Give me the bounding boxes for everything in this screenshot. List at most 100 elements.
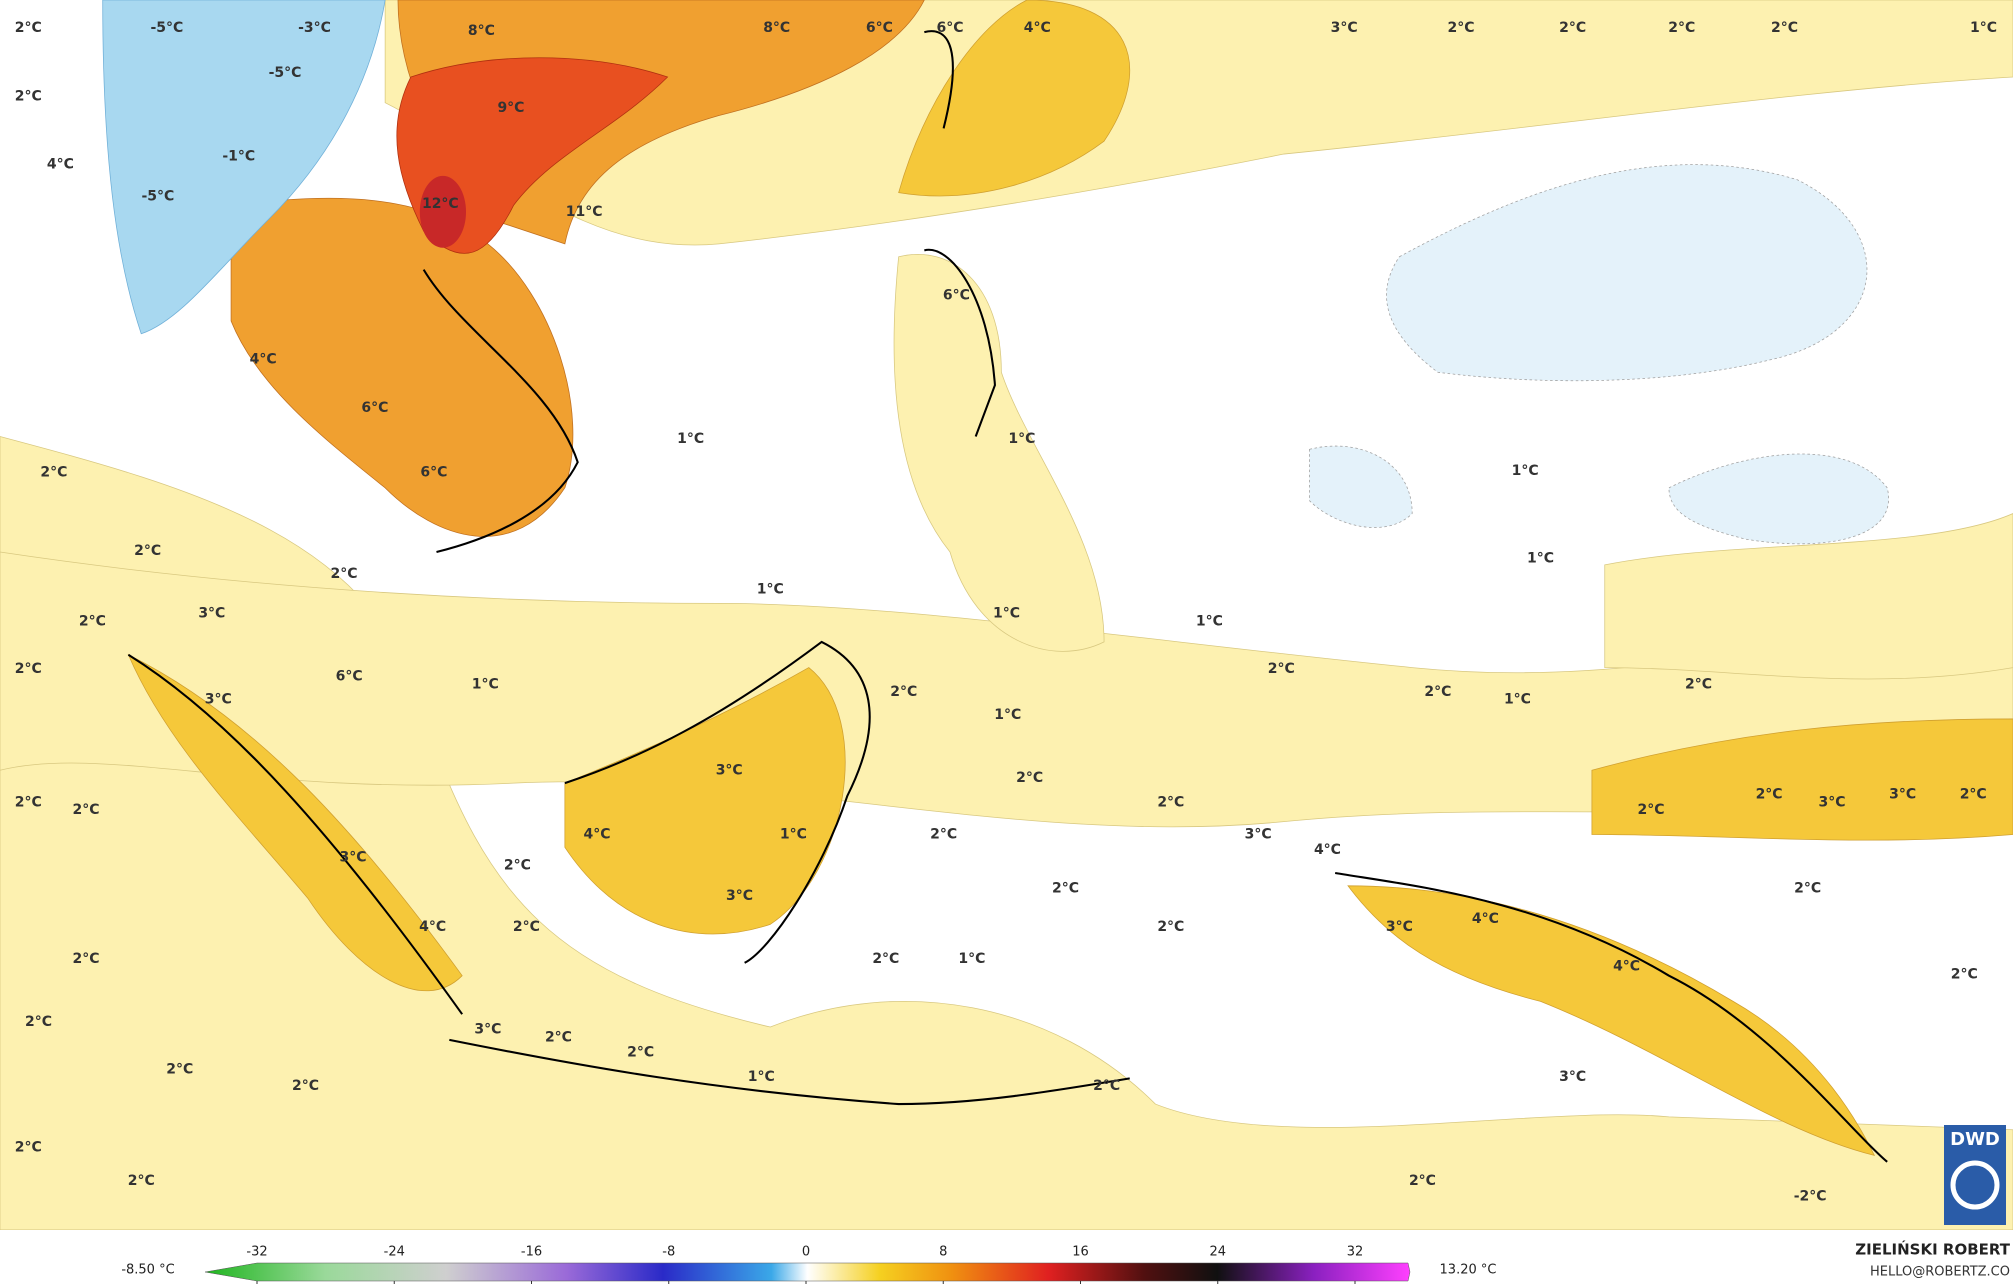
logo: DWD	[1950, 1129, 2000, 1150]
map-label: 9°C	[497, 100, 524, 116]
map-label: 3°C	[198, 606, 225, 622]
map-label: 2°C	[1093, 1078, 1120, 1094]
map-label: 2°C	[15, 661, 42, 677]
map-label: 1°C	[1504, 692, 1531, 708]
map-label: 8°C	[468, 23, 495, 39]
map-label: 2°C	[1685, 676, 1712, 692]
map-label: 2°C	[15, 794, 42, 810]
map-label: 2°C	[1052, 880, 1079, 896]
map-label: 3°C	[1331, 20, 1358, 36]
map-label: 11°C	[566, 204, 603, 220]
map-label: 1°C	[1512, 463, 1539, 479]
map-label: 2°C	[627, 1045, 654, 1061]
author: ZIELIŃSKI ROBERT	[1855, 1240, 2010, 1259]
map-label: 4°C	[47, 156, 74, 172]
map-label: 2°C	[872, 951, 899, 967]
colorbar-tick-label: -16	[521, 1245, 542, 1260]
colorbar-tick-label: 32	[1347, 1245, 1364, 1260]
map-label: 2°C	[134, 543, 161, 559]
map-label: 2°C	[1016, 770, 1043, 786]
map-label: 3°C	[1386, 919, 1413, 935]
map-label: 2°C	[128, 1173, 155, 1189]
map-label: 4°C	[250, 351, 277, 367]
map-label: 2°C	[1157, 794, 1184, 810]
map-label: 6°C	[420, 464, 447, 480]
map-label: 2°C	[331, 566, 358, 582]
colorbar-max: 13.20 °C	[1440, 1263, 1497, 1278]
map-label: 3°C	[1245, 826, 1272, 842]
map-label: 4°C	[1613, 959, 1640, 975]
map-label: 2°C	[166, 1061, 193, 1077]
map-label: 2°C	[1637, 802, 1664, 818]
map-label: 4°C	[1314, 842, 1341, 858]
colorbar-tick-label: -8	[662, 1245, 675, 1260]
map-label: 6°C	[937, 20, 964, 36]
map-label: 2°C	[1771, 20, 1798, 36]
map-label: 4°C	[419, 919, 446, 935]
map-label: 2°C	[513, 919, 540, 935]
logo-swirl	[1950, 1160, 2000, 1210]
map-label: 4°C	[1472, 911, 1499, 927]
colorbar-tick-label: 8	[939, 1245, 947, 1260]
colorbar-tick-label: 16	[1072, 1245, 1089, 1260]
map-label: -5°C	[150, 20, 183, 36]
map-label: 2°C	[1268, 661, 1295, 677]
colorbar-tick-label: -32	[246, 1245, 267, 1260]
map-label: 2°C	[890, 684, 917, 700]
map-label: 1°C	[1527, 550, 1554, 566]
map-label: 3°C	[1818, 794, 1845, 810]
map-label: 1°C	[1008, 431, 1035, 447]
colorbar	[204, 1262, 1411, 1282]
map-label: -5°C	[141, 188, 174, 204]
map-label: 2°C	[1559, 20, 1586, 36]
map-label: 1°C	[780, 826, 807, 842]
map-label: 2°C	[1756, 787, 1783, 803]
map-label: 4°C	[1024, 20, 1051, 36]
map-label: 3°C	[716, 762, 743, 778]
map-label: 2°C	[292, 1078, 319, 1094]
map-label: 2°C	[1794, 880, 1821, 896]
map-label: 1°C	[994, 707, 1021, 723]
map-label: 2°C	[1668, 20, 1695, 36]
map-label: 1°C	[1196, 613, 1223, 629]
map-label: 2°C	[1409, 1173, 1436, 1189]
map-label: 2°C	[15, 1140, 42, 1156]
map-label: 2°C	[1951, 966, 1978, 982]
map-label: 2°C	[15, 20, 42, 36]
map-label: 2°C	[1157, 919, 1184, 935]
map-label: 6°C	[361, 400, 388, 416]
map-label: 3°C	[205, 692, 232, 708]
map-label: -1°C	[222, 149, 255, 165]
map-label: 2°C	[504, 857, 531, 873]
map-label: 2°C	[15, 88, 42, 104]
map-label: 2°C	[40, 464, 67, 480]
map-label: 1°C	[993, 606, 1020, 622]
colorbar-ticks: -32 -24 -16 -8 0 8 16 24 32	[246, 1245, 1364, 1284]
map-label: -3°C	[298, 20, 331, 36]
map-label: 2°C	[73, 951, 100, 967]
map	[0, 0, 2013, 1231]
map-label: 2°C	[1960, 787, 1987, 803]
map-label: 3°C	[1889, 787, 1916, 803]
map-label: 1°C	[1970, 20, 1997, 36]
colorbar-tick-label: 24	[1209, 1245, 1226, 1260]
map-label: 12°C	[422, 196, 459, 212]
map-labels: -5°C -3°C 8°C 8°C 6°C 6°C 4°C 3°C 2°C 2°C 2°C 2°C 1°…	[15, 20, 1997, 1204]
colorbar-tick-label: 0	[802, 1245, 810, 1260]
map-label: 6°C	[336, 669, 363, 685]
contact: HELLO@ROBERTZ.CO	[1870, 1265, 2010, 1280]
map-label: 3°C	[726, 888, 753, 904]
colorbar-tick-label: -24	[384, 1245, 405, 1260]
map-label: 2°C	[79, 613, 106, 629]
map-label: -5°C	[269, 65, 302, 81]
map-label: 2°C	[1424, 684, 1451, 700]
map-label: 1°C	[958, 951, 985, 967]
map-label: 2°C	[545, 1029, 572, 1045]
map-label: 2°C	[25, 1014, 52, 1030]
map-label: 2°C	[1447, 20, 1474, 36]
map-label: 2°C	[930, 826, 957, 842]
colorbar-min: -8.50 °C	[121, 1263, 174, 1278]
map-label: 3°C	[340, 850, 367, 866]
map-label: 1°C	[677, 431, 704, 447]
